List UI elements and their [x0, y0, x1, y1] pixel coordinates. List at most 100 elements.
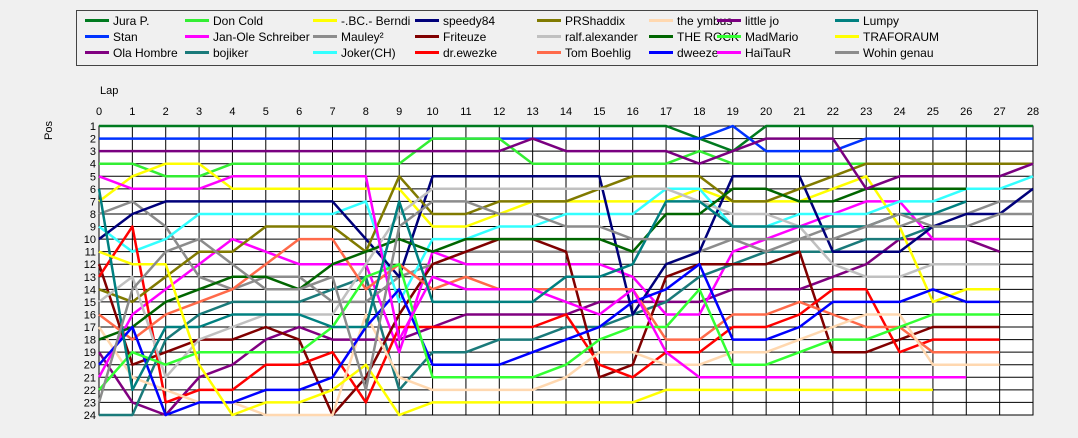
series-line-madmario — [98, 262, 1000, 391]
legend-item: Jan-Ole Schreiber — [185, 30, 310, 44]
legend-label: Joker(CH) — [341, 46, 396, 60]
legend-label: Don Cold — [213, 14, 264, 28]
legend-item: dweeze — [649, 46, 718, 60]
legend-swatch — [649, 35, 673, 39]
legend-item: HaiTauR — [717, 46, 791, 60]
legend-swatch — [649, 19, 673, 23]
series-line-dr-ewezke — [97, 225, 1000, 404]
y-tick-label: 4 — [90, 159, 96, 171]
legend-item: Friteuze — [415, 30, 486, 44]
y-tick-label: 1 — [90, 121, 96, 133]
legend-item: Tom Boehlig — [537, 46, 631, 60]
series-line-friteuze — [97, 237, 1000, 417]
y-tick-label: 10 — [84, 234, 96, 246]
y-tick-label: 22 — [84, 385, 96, 397]
x-tick-label: 9 — [396, 106, 402, 118]
legend-item: bojiker — [185, 46, 248, 60]
legend-item: Ola Hombre — [85, 46, 178, 60]
legend-label: Ola Hombre — [113, 46, 178, 60]
x-tick-label: 3 — [196, 106, 202, 118]
series-line-traforaum — [98, 250, 933, 417]
legend-item: Don Cold — [185, 14, 263, 28]
legend-swatch — [185, 51, 209, 55]
series-line-lumpy — [97, 188, 967, 392]
legend-label: ralf.alexander — [565, 30, 638, 44]
x-tick-label: 23 — [860, 106, 872, 118]
series-line-the-rock — [98, 187, 967, 341]
y-tick-label: 24 — [84, 410, 96, 422]
x-tick-label: 18 — [693, 106, 705, 118]
y-tick-label: 20 — [84, 360, 96, 372]
legend-item: THE ROCK — [649, 30, 739, 44]
legend-swatch — [185, 35, 209, 39]
series-line-wohin-genau — [97, 200, 1033, 403]
legend-label: PRShaddix — [565, 14, 626, 28]
legend-swatch — [313, 35, 337, 39]
x-tick-label: 4 — [229, 106, 235, 118]
x-tick-label: 10 — [426, 106, 438, 118]
legend-swatch — [415, 19, 439, 23]
y-tick-label: 5 — [90, 171, 96, 183]
legend-item: TRAFORAUM — [835, 30, 939, 44]
y-tick-label: 3 — [90, 146, 96, 158]
x-tick-label: 26 — [960, 106, 972, 118]
x-axis-ticks: 0 1 2 3 4 5 6 7 8 9 10 11 12 13 14 15 16 17 18 19 20 21 22 23 24… — [96, 106, 1039, 118]
legend-swatch — [313, 19, 337, 23]
legend-label: THE ROCK — [677, 30, 740, 44]
legend-swatch — [717, 19, 741, 23]
legend-item: Joker(CH) — [313, 46, 396, 60]
legend-swatch — [835, 19, 859, 23]
legend-label: the ymbus — [677, 14, 733, 28]
x-tick-label: 12 — [493, 106, 505, 118]
y-tick-label: 17 — [84, 322, 96, 334]
legend-item: dr.ewezke — [415, 46, 497, 60]
legend-swatch — [717, 51, 741, 55]
legend-label: MadMario — [745, 30, 799, 44]
legend-label: Mauley² — [341, 30, 384, 44]
legend-swatch — [537, 35, 561, 39]
series-line-haitaur — [98, 175, 967, 379]
legend-item: speedy84 — [415, 14, 495, 28]
y-axis-label: Pos — [43, 121, 55, 140]
legend-item: little jo — [717, 14, 779, 28]
legend-label: dweeze — [677, 46, 719, 60]
legend-swatch — [717, 35, 741, 39]
y-tick-label: 19 — [84, 347, 96, 359]
legend-swatch — [835, 35, 859, 39]
y-tick-label: 11 — [85, 247, 96, 259]
series-line-jura-p — [99, 124, 1033, 153]
x-axis-label: Lap — [100, 85, 118, 97]
chart-legend: Jura P. Stan Ola Hombre Don Cold Jan-Ole Sch… — [76, 10, 1038, 66]
series-lines — [97, 124, 1034, 417]
series-line-prshaddix — [98, 162, 1033, 304]
legend-swatch — [85, 19, 109, 23]
x-tick-label: 16 — [627, 106, 639, 118]
x-tick-label: 27 — [994, 106, 1006, 118]
x-tick-label: 21 — [793, 106, 805, 118]
legend-label: Tom Boehlig — [565, 46, 632, 60]
legend-label: dr.ewezke — [443, 46, 498, 60]
y-tick-label: 6 — [90, 184, 96, 196]
legend-label: Wohin genau — [863, 46, 934, 60]
legend-swatch — [649, 51, 673, 55]
legend-label: Stan — [113, 30, 138, 44]
x-tick-label: 24 — [893, 106, 905, 118]
legend-label: bojiker — [213, 46, 249, 60]
x-tick-label: 11 — [460, 106, 471, 118]
y-tick-label: 14 — [84, 284, 96, 296]
legend-swatch — [85, 51, 109, 55]
x-tick-label: 15 — [593, 106, 605, 118]
legend-item: Wohin genau — [835, 46, 934, 60]
x-tick-label: 28 — [1027, 106, 1039, 118]
y-tick-label: 21 — [84, 372, 96, 384]
x-tick-label: 2 — [163, 106, 169, 118]
legend-label: Jan-Ole Schreiber — [213, 30, 310, 44]
legend-item: MadMario — [717, 30, 798, 44]
legend-label: speedy84 — [443, 14, 496, 28]
x-tick-label: 8 — [363, 106, 369, 118]
x-tick-label: 25 — [927, 106, 939, 118]
x-tick-label: 19 — [727, 106, 739, 118]
legend-label: Lumpy — [863, 14, 900, 28]
legend-label: TRAFORAUM — [863, 30, 939, 44]
